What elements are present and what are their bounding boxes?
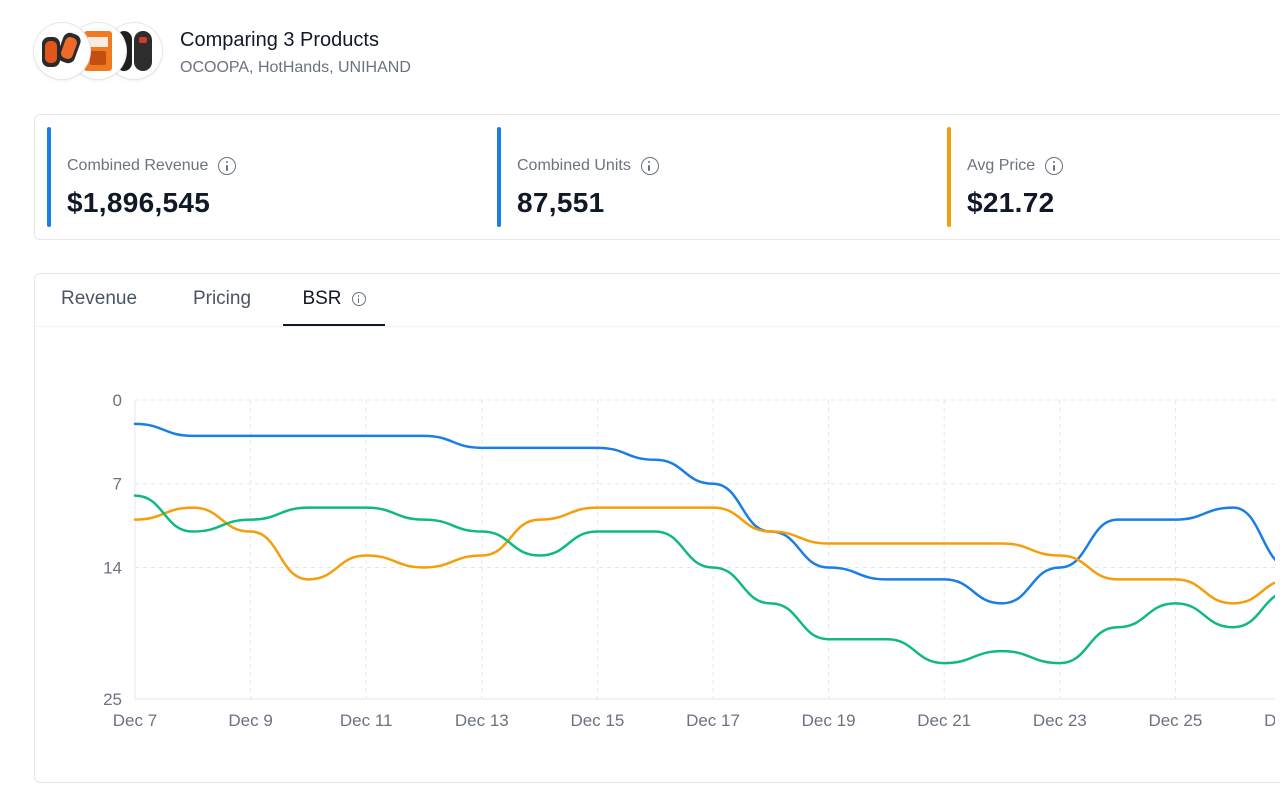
hand-warmer-red-product-icon[interactable]: [34, 23, 90, 79]
info-icon[interactable]: [1045, 157, 1064, 175]
x-tick-label: Dec 21: [917, 711, 971, 730]
info-icon[interactable]: [351, 292, 366, 306]
bsr-line-chart: 0 7 14 25 Dec 7 Dec 9 Dec 11 Dec 13 Dec 15 Dec 17…: [103, 391, 1275, 730]
tab-bsr[interactable]: BSR: [283, 274, 385, 326]
y-tick-label: 14: [103, 558, 122, 577]
series-line-0: [133, 422, 1275, 605]
stat-accent-bar: [47, 127, 51, 227]
x-tick-label: Dec 11: [340, 711, 393, 730]
x-tick-label: Dec 13: [455, 711, 509, 730]
stat-label: Combined Revenue: [67, 157, 209, 174]
info-icon[interactable]: [640, 157, 659, 175]
y-tick-label: 0: [113, 391, 122, 410]
x-tick-label: Dec 7: [113, 711, 157, 730]
chart-tabs: Revenue Pricing BSR: [35, 274, 1280, 327]
stat-combined-units: Combined Units 87,551: [497, 127, 917, 227]
tab-revenue[interactable]: Revenue: [35, 274, 163, 324]
x-tick-label: Dec 27: [1264, 711, 1275, 730]
y-tick-label: 25: [103, 690, 122, 709]
stat-value: $1,896,545: [67, 187, 211, 218]
stat-value: 87,551: [517, 187, 605, 218]
product-list-subtitle: OCOOPA, HotHands, UNIHAND: [180, 58, 411, 76]
stat-accent-bar: [947, 127, 951, 227]
stat-label: Combined Units: [517, 157, 631, 174]
stat-combined-revenue: Combined Revenue $1,896,545: [47, 127, 467, 227]
comparison-header: Comparing 3 Products OCOOPA, HotHands, U…: [34, 22, 411, 82]
tab-pricing[interactable]: Pricing: [173, 274, 271, 324]
x-tick-label: Dec 17: [686, 711, 740, 730]
info-icon[interactable]: [218, 157, 237, 175]
x-tick-label: Dec 9: [228, 711, 272, 730]
stat-label: Avg Price: [967, 157, 1036, 174]
stat-accent-bar: [497, 127, 501, 227]
y-tick-label: 7: [113, 475, 122, 494]
x-tick-label: Dec 25: [1148, 711, 1202, 730]
tab-label: Pricing: [192, 288, 252, 309]
summary-stats-card: Combined Revenue $1,896,545 Combined Uni…: [34, 114, 1280, 240]
tab-label: BSR: [302, 288, 342, 309]
page-title: Comparing 3 Products: [180, 28, 379, 51]
x-tick-label: Dec 23: [1033, 711, 1087, 730]
stat-value: $21.72: [967, 187, 1055, 218]
tab-label: Revenue: [60, 288, 138, 309]
product-thumbnails: [34, 23, 164, 81]
x-tick-label: Dec 19: [802, 711, 856, 730]
chart-card: Revenue Pricing BSR 0 7 14 25 Dec 7 Dec 9 Dec …: [34, 273, 1280, 783]
series-line-2: [133, 494, 1275, 665]
x-tick-label: Dec 15: [570, 711, 624, 730]
series-line-1: [133, 506, 1275, 605]
stat-avg-price: Avg Price $21.72: [947, 127, 1280, 227]
